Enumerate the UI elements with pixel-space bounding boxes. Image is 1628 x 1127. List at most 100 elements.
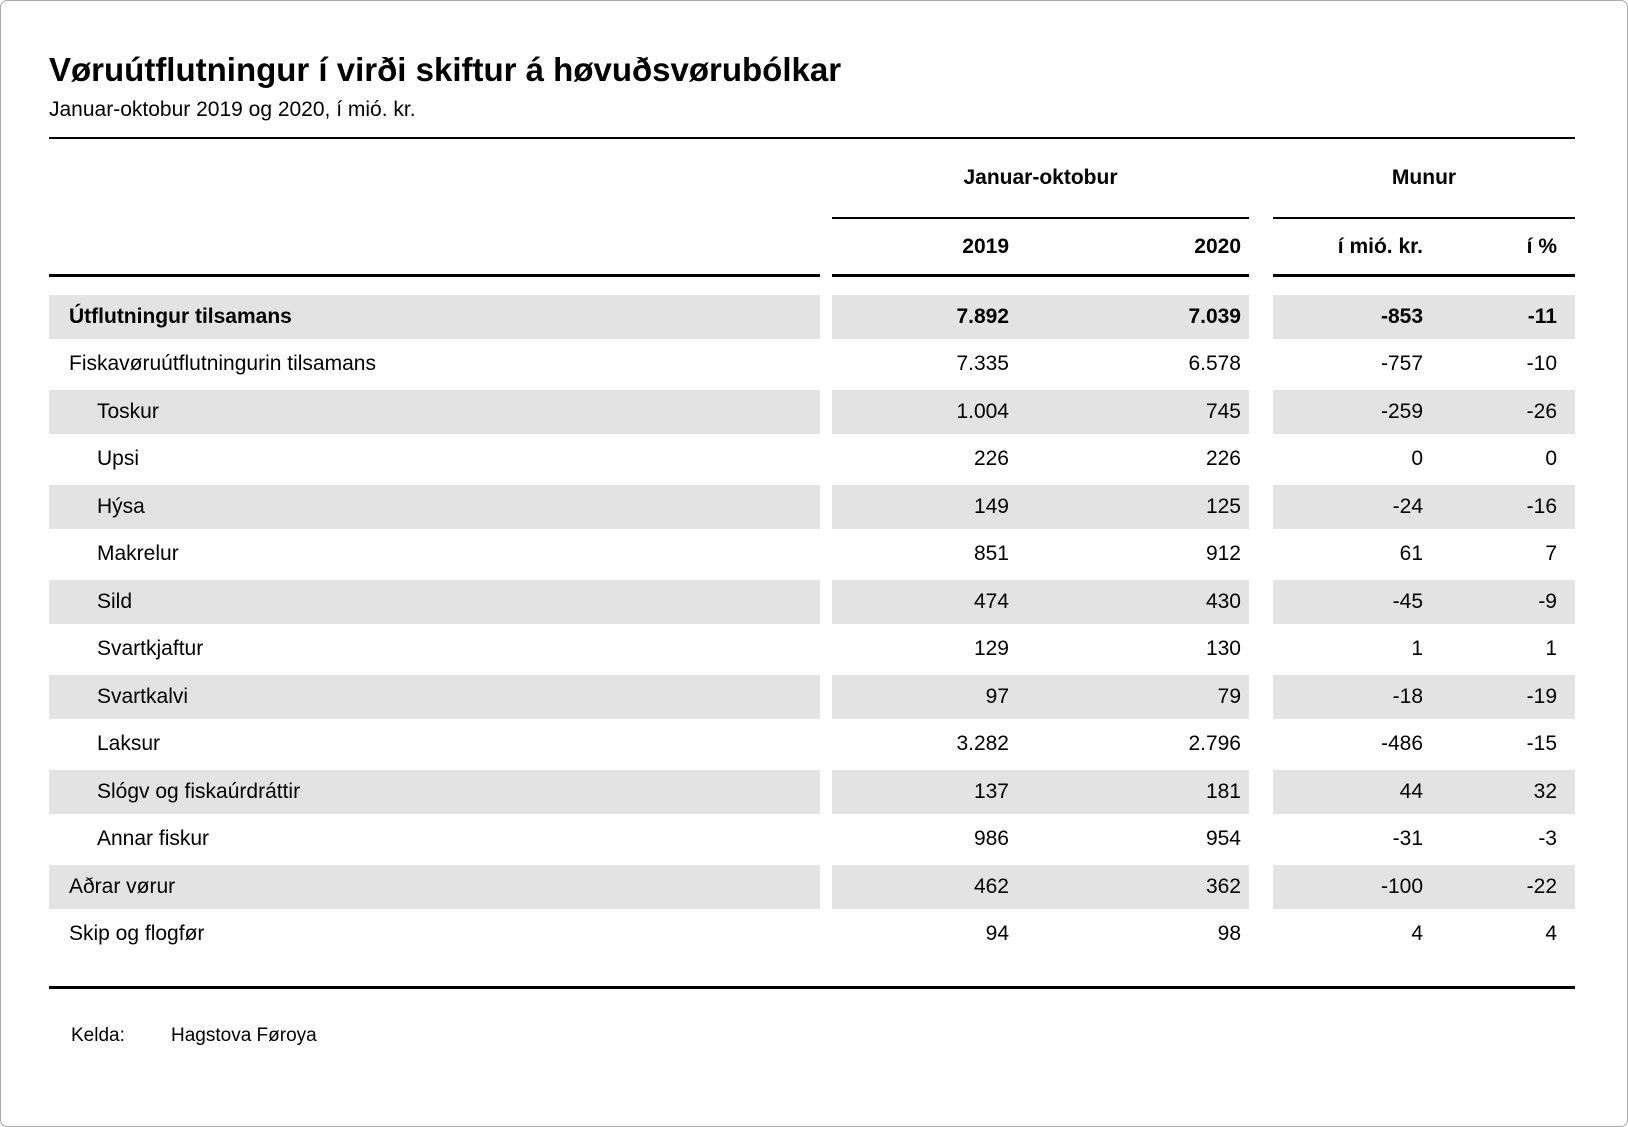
value-diff-pct: 32	[1438, 768, 1575, 816]
column-gap	[1249, 436, 1273, 484]
value-2019: 149	[832, 483, 1017, 531]
top-rule	[49, 137, 1575, 139]
table-row: Toskur 1.004 745 -259 -26	[49, 388, 1575, 436]
group-header-spacer	[49, 139, 820, 219]
column-gap	[1249, 388, 1273, 436]
column-gap	[820, 673, 832, 721]
column-header-2020: 2020	[1017, 219, 1249, 277]
column-gap	[820, 341, 832, 389]
value-diff-mio-kr: -486	[1380, 732, 1423, 756]
value-diff-mio-kr: 0	[1411, 447, 1423, 471]
column-group-header-row: Januar-oktobur Munur	[49, 139, 1575, 219]
row-label: Annar fiskur	[97, 827, 210, 851]
value-2020: 79	[1017, 673, 1249, 721]
table-row: Fiskavøruútflutningurin tilsamans 7.335 …	[49, 341, 1575, 389]
column-gap	[820, 293, 832, 341]
value-2019: 137	[832, 768, 1017, 816]
column-gap	[1249, 219, 1273, 277]
value-2019: 851	[973, 542, 1009, 566]
column-gap	[820, 139, 832, 219]
table-row: Aðrar vørur 462 362 -100 -22	[49, 863, 1575, 911]
table-row: Hýsa 149 125 -24 -16	[49, 483, 1575, 531]
column-gap	[820, 436, 832, 484]
value-diff-mio-kr: -24	[1273, 483, 1438, 531]
column-gap	[1249, 863, 1273, 911]
value-diff-mio-kr: -757	[1380, 352, 1423, 376]
value-diff-pct: -11	[1438, 293, 1575, 341]
table-row: Svartkjaftur 129 130 1 1	[49, 626, 1575, 674]
column-gap	[1249, 721, 1273, 769]
table-row: Laksur 3.282 2.796 -486 -15	[49, 721, 1575, 769]
value-diff-mio-kr: -18	[1273, 673, 1438, 721]
value-diff-pct: -10	[1526, 352, 1557, 376]
value-2020: 912	[1205, 542, 1241, 566]
value-2019: 1.004	[832, 388, 1017, 436]
row-label: Svartkalvi	[49, 673, 820, 721]
row-label: Aðrar vørur	[49, 863, 820, 911]
value-diff-pct: -3	[1538, 827, 1557, 851]
value-2019: 97	[832, 673, 1017, 721]
value-2020: 226	[1205, 447, 1241, 471]
value-diff-pct: 7	[1545, 542, 1557, 566]
source-label: Kelda:	[71, 1025, 125, 1046]
value-diff-mio-kr: -853	[1273, 293, 1438, 341]
value-2019: 462	[832, 863, 1017, 911]
value-diff-mio-kr: -31	[1392, 827, 1423, 851]
value-diff-mio-kr: -45	[1273, 578, 1438, 626]
table-body: Útflutningur tilsamans 7.892 7.039 -853 …	[49, 293, 1575, 958]
value-2020: 6.578	[1188, 352, 1241, 376]
column-header-pct: í %	[1438, 219, 1575, 277]
row-label: Makrelur	[97, 542, 179, 566]
table-row: Upsi 226 226 0 0	[49, 436, 1575, 484]
column-gap	[820, 911, 832, 959]
table-row: Makrelur 851 912 61 7	[49, 531, 1575, 579]
column-group-munur: Munur	[1273, 139, 1575, 219]
column-gap	[820, 578, 832, 626]
column-gap	[1249, 578, 1273, 626]
column-header-row: 2019 2020 í mió. kr. í %	[49, 219, 1575, 277]
column-gap	[1249, 531, 1273, 579]
value-diff-mio-kr: -259	[1273, 388, 1438, 436]
table-row: Svartkalvi 97 79 -18 -19	[49, 673, 1575, 721]
value-2019: 7.335	[956, 352, 1009, 376]
page-subtitle: Januar-oktobur 2019 og 2020, í mió. kr.	[49, 98, 416, 121]
row-label: Toskur	[49, 388, 820, 436]
column-gap	[1249, 341, 1273, 389]
row-label: Slógv og fiskaúrdráttir	[49, 768, 820, 816]
table-row: Annar fiskur 986 954 -31 -3	[49, 816, 1575, 864]
row-label: Fiskavøruútflutningurin tilsamans	[69, 352, 376, 376]
table-row: Útflutningur tilsamans 7.892 7.039 -853 …	[49, 293, 1575, 341]
row-label: Laksur	[97, 732, 161, 756]
column-header-2019: 2019	[832, 219, 1017, 277]
value-diff-pct: 1	[1545, 637, 1557, 661]
row-label: Hýsa	[49, 483, 820, 531]
row-label: Skip og flogfør	[69, 922, 205, 946]
page-title: Vøruútflutningur í virði skiftur á høvuð…	[49, 51, 842, 88]
value-2020: 430	[1017, 578, 1249, 626]
column-gap	[820, 816, 832, 864]
row-label: Upsi	[97, 447, 140, 471]
row-label: Útflutningur tilsamans	[49, 293, 820, 341]
column-gap	[820, 721, 832, 769]
column-gap	[820, 483, 832, 531]
column-gap	[1249, 626, 1273, 674]
column-gap	[1249, 816, 1273, 864]
value-2020: 745	[1017, 388, 1249, 436]
value-diff-mio-kr: 44	[1273, 768, 1438, 816]
column-header-mio-kr: í mió. kr.	[1273, 219, 1438, 277]
value-diff-pct: -26	[1438, 388, 1575, 436]
table-document: Vøruútflutningur í virði skiftur á høvuð…	[49, 1, 1575, 1047]
value-diff-mio-kr: 4	[1411, 922, 1423, 946]
column-gap	[820, 863, 832, 911]
value-diff-mio-kr: 1	[1411, 637, 1423, 661]
value-diff-mio-kr: 61	[1399, 542, 1423, 566]
row-label: Svartkjaftur	[97, 637, 204, 661]
value-diff-pct: -19	[1438, 673, 1575, 721]
value-2020: 362	[1017, 863, 1249, 911]
value-2020: 125	[1017, 483, 1249, 531]
label-column-header	[49, 219, 820, 277]
value-2020: 130	[1205, 637, 1241, 661]
value-2020: 181	[1017, 768, 1249, 816]
column-gap	[1249, 673, 1273, 721]
value-diff-pct: -15	[1526, 732, 1557, 756]
